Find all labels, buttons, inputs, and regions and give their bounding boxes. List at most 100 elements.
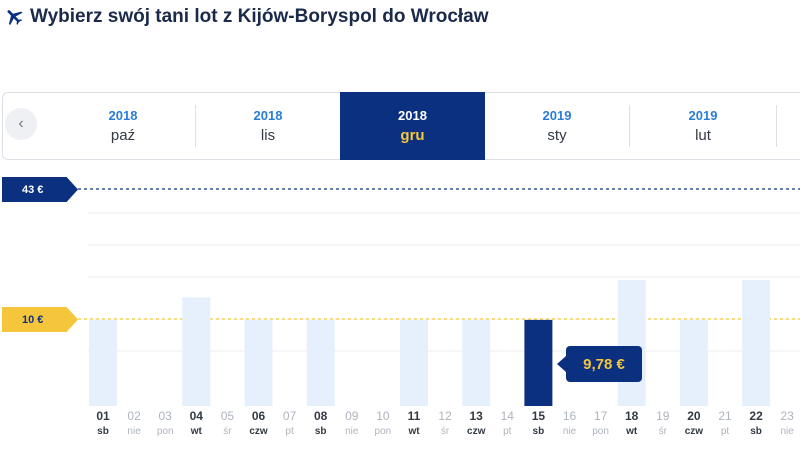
day-12: 12 śr (431, 409, 459, 437)
tab-month-3[interactable]: 2019 sty (486, 92, 628, 160)
day-number: 15 (531, 409, 546, 423)
tab-divider (629, 105, 630, 147)
price-bar-11[interactable] (400, 319, 428, 406)
day-number: 19 (656, 409, 670, 423)
day-weekday: sb (750, 426, 762, 437)
day-03: 03 pon (151, 409, 179, 437)
day-weekday: śr (658, 426, 667, 437)
day-14: 14 pt (493, 409, 521, 437)
month-year: 2019 (688, 108, 718, 123)
day-23: 23 nie (773, 409, 800, 437)
day-22[interactable]: 22 sb (742, 409, 770, 437)
day-06[interactable]: 06 czw (245, 409, 273, 437)
day-number: 14 (500, 409, 514, 423)
price-bar-13[interactable] (462, 319, 491, 406)
day-weekday: pon (374, 426, 392, 437)
day-number: 11 (407, 409, 421, 423)
prev-month-button[interactable]: ‹ (5, 108, 37, 140)
day-number: 17 (593, 409, 608, 423)
day-weekday: pt (720, 426, 730, 437)
price-chart (0, 162, 800, 455)
price-bar-04[interactable] (182, 297, 211, 406)
page-title: Wybierz swój tani lot z Kijów-Boryspol d… (30, 6, 489, 27)
price-bar-06[interactable] (244, 319, 273, 406)
day-weekday: wt (408, 426, 420, 437)
day-weekday: pt (285, 426, 294, 437)
day-number: 20 (687, 409, 701, 423)
price-bar-01[interactable] (89, 319, 117, 406)
day-07: 07 pt (276, 409, 304, 437)
low-price-flag: 10 € (2, 307, 78, 332)
day-weekday: śr (223, 426, 232, 437)
day-weekday: wt (190, 426, 202, 437)
day-17: 17 pon (587, 409, 615, 437)
tab-month-1[interactable]: 2018 lis (197, 92, 339, 160)
month-year: 2018 (398, 108, 427, 123)
day-weekday: nie (562, 426, 577, 437)
day-number: 08 (314, 409, 328, 423)
day-13[interactable]: 13 czw (462, 409, 490, 437)
tab-month-4[interactable]: 2019 lut (631, 92, 775, 160)
day-15[interactable]: 15 sb (524, 409, 552, 437)
day-number: 13 (469, 409, 483, 423)
day-number: 04 (189, 409, 203, 423)
price-bar-08[interactable] (306, 319, 335, 406)
day-weekday: nie (780, 426, 794, 437)
day-number: 05 (220, 409, 235, 423)
day-weekday: czw (249, 426, 268, 437)
max-price-flag: 43 € (2, 177, 78, 202)
price-tooltip: 9,78 € (566, 346, 642, 382)
day-number: 02 (127, 409, 141, 423)
day-weekday: śr (440, 426, 450, 437)
day-19: 19 śr (649, 409, 677, 437)
month-name: sty (547, 127, 567, 144)
month-year: 2019 (542, 108, 572, 123)
day-number: 18 (625, 409, 639, 423)
day-weekday: czw (684, 426, 704, 437)
month-name: lis (260, 127, 276, 144)
day-weekday: sb (532, 426, 545, 437)
day-weekday: sb (314, 426, 327, 437)
plane-icon (7, 10, 23, 26)
day-number: 22 (749, 409, 763, 423)
month-name: paź (110, 127, 136, 144)
tooltip-arrow (557, 356, 566, 372)
day-weekday: pt (503, 426, 512, 437)
price-bar-18[interactable] (617, 280, 646, 406)
month-year: 2018 (108, 108, 138, 123)
day-weekday: sb (97, 426, 109, 437)
month-name: gru (400, 127, 425, 144)
day-number: 23 (780, 409, 794, 423)
day-11[interactable]: 11 wt (400, 409, 428, 437)
day-01[interactable]: 01 sb (89, 409, 117, 437)
day-weekday: czw (467, 426, 486, 437)
tab-divider (776, 105, 777, 147)
day-weekday: wt (626, 426, 638, 437)
day-16: 16 nie (556, 409, 584, 437)
day-20[interactable]: 20 czw (680, 409, 708, 437)
day-number: 06 (251, 409, 266, 423)
day-number: 16 (562, 409, 577, 423)
month-year: 2018 (253, 108, 283, 123)
tab-month-2[interactable]: 2018 gru (340, 92, 485, 160)
day-02: 02 nie (120, 409, 148, 437)
day-08[interactable]: 08 sb (307, 409, 335, 437)
day-09: 09 nie (338, 409, 366, 437)
price-bar-22[interactable] (742, 280, 771, 406)
day-weekday: nie (127, 426, 141, 437)
day-weekday: pon (156, 426, 174, 437)
price-chart-svg (78, 188, 800, 406)
day-number: 10 (376, 409, 390, 423)
day-number: 09 (345, 409, 359, 423)
tab-month-0[interactable]: 2018 paź (53, 92, 193, 160)
tab-divider (195, 105, 196, 147)
day-number: 03 (158, 409, 172, 423)
day-18[interactable]: 18 wt (618, 409, 646, 437)
price-bar-15[interactable] (524, 319, 553, 406)
day-04[interactable]: 04 wt (182, 409, 210, 437)
month-name: lut (695, 127, 711, 144)
day-number: 01 (96, 409, 110, 423)
day-number: 12 (438, 409, 452, 423)
chevron-left-icon: ‹ (18, 115, 24, 132)
price-bar-20[interactable] (679, 319, 708, 406)
